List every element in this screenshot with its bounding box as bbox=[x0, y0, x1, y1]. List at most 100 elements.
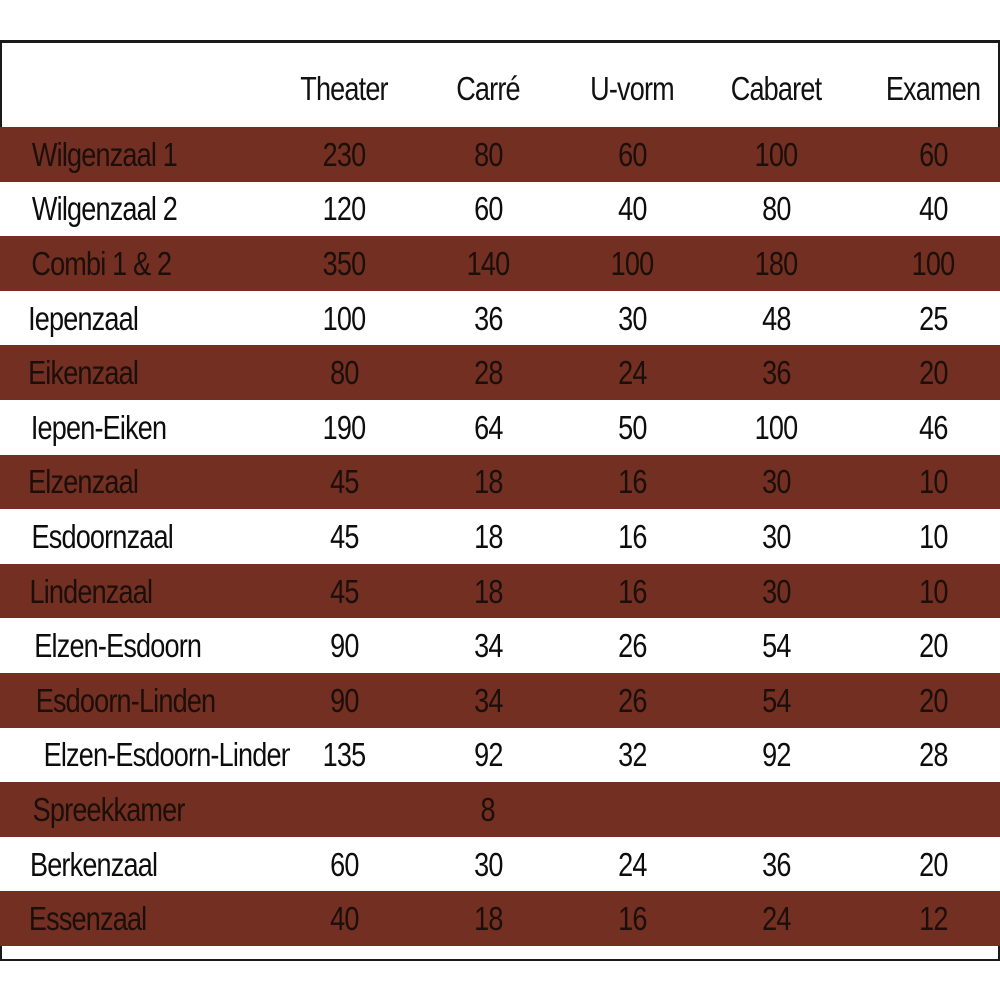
u-vorm-capacity-value: 16 bbox=[617, 572, 647, 610]
u-vorm-capacity-value: 50 bbox=[617, 408, 647, 446]
u-vorm-capacity-value: 24 bbox=[617, 845, 647, 883]
examen-capacity-cell: 10 bbox=[866, 509, 1000, 564]
room-name-cell: Elzen-Esdoorn-Linden bbox=[0, 728, 290, 783]
examen-capacity-value: 20 bbox=[918, 681, 948, 719]
room-name-label: Elzen-Esdoorn-Linden bbox=[43, 736, 290, 774]
carre-capacity-value: 80 bbox=[473, 135, 503, 173]
u-vorm-capacity-value: 16 bbox=[617, 463, 647, 501]
table-row: Wilgenzaal 1 230 80 60 100 60 bbox=[0, 127, 1000, 182]
examen-capacity-value: 20 bbox=[918, 845, 948, 883]
carre-capacity-value: 92 bbox=[473, 736, 503, 774]
room-name-label: Wilgenzaal 1 bbox=[31, 135, 178, 173]
examen-capacity-value: 40 bbox=[918, 190, 948, 228]
room-name-label: Lindenzaal bbox=[29, 572, 153, 610]
room-name-cell: Eikenzaal bbox=[0, 345, 290, 400]
carre-capacity-value: 36 bbox=[473, 299, 503, 337]
room-name-label: Eikenzaal bbox=[28, 354, 139, 392]
u-vorm-capacity-cell bbox=[578, 782, 686, 837]
theater-capacity-cell: 230 bbox=[290, 127, 398, 182]
examen-capacity-value: 10 bbox=[918, 572, 948, 610]
theater-capacity-value: 90 bbox=[329, 627, 359, 665]
cabaret-capacity-value: 30 bbox=[761, 517, 791, 555]
theater-capacity-cell: 90 bbox=[290, 673, 398, 728]
u-vorm-capacity-value: 60 bbox=[617, 135, 647, 173]
table-body: Wilgenzaal 1 230 80 60 100 60 Wilgenzaal 2 120 6… bbox=[0, 127, 1000, 946]
carre-capacity-value: 60 bbox=[473, 190, 503, 228]
cabaret-capacity-value: 80 bbox=[761, 190, 791, 228]
room-name-cell: Wilgenzaal 2 bbox=[0, 182, 290, 237]
u-vorm-capacity-cell: 16 bbox=[578, 455, 686, 510]
theater-capacity-cell bbox=[290, 782, 398, 837]
table-row: Wilgenzaal 2 120 60 40 80 40 bbox=[0, 181, 1000, 237]
table-row: Combi 1 & 2 350 140 100 180 100 bbox=[0, 236, 1000, 291]
examen-capacity-cell: 100 bbox=[866, 236, 1000, 291]
theater-capacity-value: 350 bbox=[322, 244, 367, 282]
cabaret-capacity-cell: 36 bbox=[686, 837, 866, 892]
examen-capacity-cell: 20 bbox=[866, 618, 1000, 673]
cabaret-capacity-cell: 30 bbox=[686, 564, 866, 619]
room-name-cell: Elzen-Esdoorn bbox=[0, 618, 290, 673]
cabaret-capacity-cell: 30 bbox=[686, 455, 866, 510]
theater-capacity-cell: 40 bbox=[290, 891, 398, 946]
carre-capacity-value: 18 bbox=[473, 900, 503, 938]
theater-capacity-cell: 100 bbox=[290, 291, 398, 346]
examen-capacity-value: 12 bbox=[918, 900, 948, 938]
u-vorm-capacity-cell: 30 bbox=[578, 291, 686, 346]
theater-capacity-cell: 60 bbox=[290, 837, 398, 892]
theater-capacity-cell: 90 bbox=[290, 618, 398, 673]
examen-capacity-cell: 10 bbox=[866, 455, 1000, 510]
theater-capacity-value: 60 bbox=[329, 845, 359, 883]
room-name-label: Iepen-Eiken bbox=[30, 408, 167, 446]
theater-capacity-value: 45 bbox=[329, 463, 359, 501]
cabaret-capacity-cell: 54 bbox=[686, 618, 866, 673]
cabaret-capacity-value: 30 bbox=[761, 463, 791, 501]
theater-capacity-cell: 45 bbox=[290, 509, 398, 564]
theater-capacity-cell: 80 bbox=[290, 345, 398, 400]
cabaret-capacity-cell: 36 bbox=[686, 345, 866, 400]
u-vorm-capacity-cell: 26 bbox=[578, 618, 686, 673]
u-vorm-capacity-value: 26 bbox=[617, 681, 647, 719]
examen-capacity-cell: 28 bbox=[866, 728, 1000, 783]
examen-capacity-cell: 25 bbox=[866, 291, 1000, 346]
u-vorm-capacity-cell: 26 bbox=[578, 673, 686, 728]
theater-capacity-cell: 135 bbox=[290, 728, 398, 783]
carre-capacity-cell: 8 bbox=[398, 782, 578, 837]
examen-capacity-cell: 60 bbox=[866, 127, 1000, 182]
table-row: Iepen-Eiken 190 64 50 100 46 bbox=[0, 399, 1000, 455]
examen-capacity-value: 28 bbox=[918, 736, 948, 774]
u-vorm-capacity-cell: 100 bbox=[578, 236, 686, 291]
carre-capacity-cell: 60 bbox=[398, 182, 578, 237]
u-vorm-capacity-value: 100 bbox=[610, 244, 655, 282]
carre-capacity-cell: 28 bbox=[398, 345, 578, 400]
room-name-cell: Essenzaal bbox=[0, 891, 290, 946]
examen-capacity-cell: 20 bbox=[866, 673, 1000, 728]
examen-capacity-value: 20 bbox=[918, 627, 948, 665]
examen-capacity-value: 10 bbox=[918, 463, 948, 501]
carre-capacity-cell: 36 bbox=[398, 291, 578, 346]
carre-capacity-cell: 18 bbox=[398, 455, 578, 510]
u-vorm-capacity-cell: 16 bbox=[578, 891, 686, 946]
theater-capacity-cell: 45 bbox=[290, 455, 398, 510]
cabaret-capacity-value: 30 bbox=[761, 572, 791, 610]
theater-capacity-cell: 190 bbox=[290, 400, 398, 455]
room-name-label: Spreekkamer bbox=[32, 790, 186, 828]
header-cabaret: Cabaret bbox=[730, 69, 822, 107]
theater-capacity-cell: 120 bbox=[290, 182, 398, 237]
u-vorm-capacity-value: 32 bbox=[617, 736, 647, 774]
room-name-label: Elzenzaal bbox=[28, 463, 139, 501]
room-name-label: Iepenzaal bbox=[28, 299, 139, 337]
examen-capacity-value: 100 bbox=[911, 244, 956, 282]
cabaret-capacity-value: 24 bbox=[761, 900, 791, 938]
carre-capacity-value: 30 bbox=[473, 845, 503, 883]
room-name-label: Elzen-Esdoorn bbox=[34, 627, 202, 665]
u-vorm-capacity-cell: 32 bbox=[578, 728, 686, 783]
header-row: Theater Carré U-vorm Cabaret Examen bbox=[0, 43, 1000, 127]
examen-capacity-value: 25 bbox=[918, 299, 948, 337]
u-vorm-capacity-cell: 40 bbox=[578, 182, 686, 237]
carre-capacity-cell: 64 bbox=[398, 400, 578, 455]
u-vorm-capacity-value: 16 bbox=[617, 900, 647, 938]
cabaret-capacity-cell: 100 bbox=[686, 400, 866, 455]
table-row: Esdoornzaal 45 18 16 30 10 bbox=[0, 509, 1000, 564]
carre-capacity-cell: 80 bbox=[398, 127, 578, 182]
room-name-cell: Esdoornzaal bbox=[0, 509, 290, 564]
